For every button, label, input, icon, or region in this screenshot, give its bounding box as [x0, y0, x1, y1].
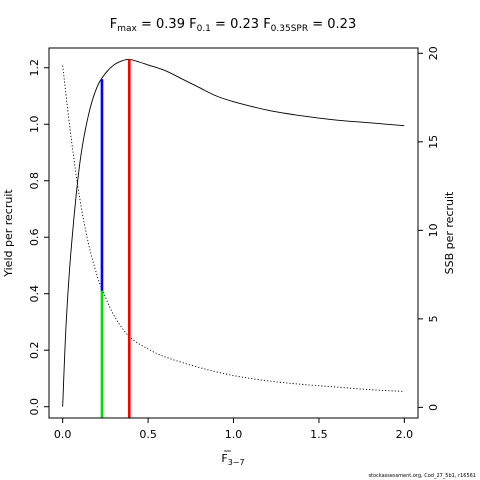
y-axis-right-label: SSB per recruit [443, 191, 456, 274]
y-left-tick-label: 0.0 [28, 398, 41, 416]
y-axis-left-label: Yield per recruit [2, 189, 15, 278]
reference-lines [100, 59, 131, 418]
x-axis-label: F3−7 [221, 452, 244, 467]
y-axis-left: 0.0 0.2 0.4 0.6 0.8 1.0 1.2 [28, 59, 49, 415]
title-f01-sub: 0.1 [197, 24, 211, 34]
y-left-tick-label: 0.4 [28, 285, 41, 303]
title-f01-name: F [189, 17, 196, 32]
x-tick-label: 1.5 [310, 428, 328, 441]
title-fmax-name: F [110, 17, 117, 32]
x-tick-label: 0.0 [54, 428, 72, 441]
y-right-tick-label: 10 [427, 223, 440, 237]
title-f035-value: 0.23 [327, 17, 356, 32]
y-left-tick-label: 1.2 [28, 59, 41, 77]
y-left-tick-label: 1.0 [28, 116, 41, 134]
plot-content [62, 58, 405, 407]
x-axis: 0.0 0.5 1.0 1.5 2.0 [54, 418, 413, 441]
x-tick-label: 1.0 [225, 428, 243, 441]
title-f035-name: F [263, 17, 270, 32]
x-axis-label-name: F [221, 452, 227, 465]
x-tick-label: 0.5 [139, 428, 157, 441]
x-tick-label: 2.0 [396, 428, 414, 441]
title-f035-sub: 0.35SPR [271, 24, 308, 34]
title-fmax-sub: max [117, 24, 137, 34]
y-axis-right: 0 5 10 15 20 [418, 46, 440, 411]
chart-title: Fmax = 0.39 F0.1 = 0.23 F0.35SPR = 0.23 [110, 17, 356, 34]
title-fmax-value: 0.39 [156, 17, 185, 32]
y-right-tick-label: 20 [427, 46, 440, 60]
ssb-per-recruit-line [62, 65, 405, 392]
y-left-tick-label: 0.2 [28, 341, 41, 359]
y-left-tick-label: 0.6 [28, 228, 41, 246]
title-f01-value: 0.23 [230, 17, 259, 32]
y-right-tick-label: 0 [427, 404, 440, 411]
yield-per-recruit-line [62, 58, 405, 407]
y-right-tick-label: 5 [427, 315, 440, 322]
footer-note: stockassessment.org, Cod_27_5b1, r16561 [368, 473, 476, 479]
x-axis-label-sub: 3−7 [228, 458, 245, 467]
y-right-tick-label: 15 [427, 135, 440, 149]
y-left-tick-label: 0.8 [28, 172, 41, 190]
plot-frame [48, 47, 419, 419]
